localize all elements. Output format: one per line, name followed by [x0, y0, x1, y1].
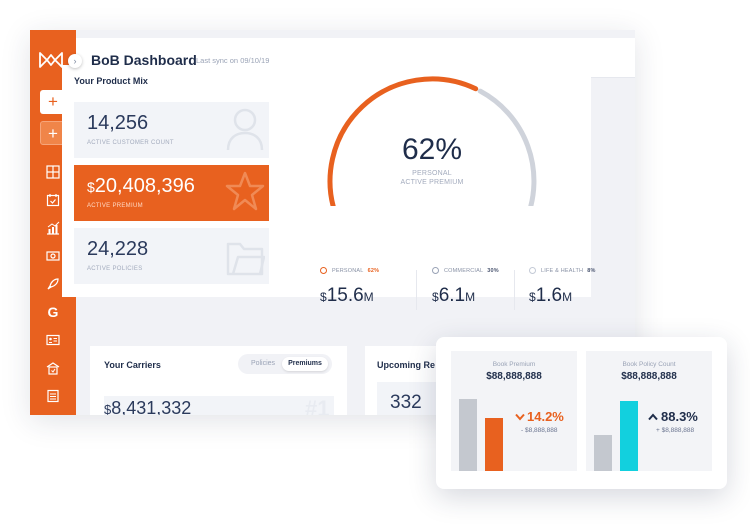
segment-commercial-amount: $6.1M	[432, 285, 476, 306]
chevron-right-icon[interactable]: ›	[68, 54, 82, 68]
active-policies-value: 24,228	[87, 238, 149, 260]
customer-count-label: ACTIVE CUSTOMER COUNT	[87, 140, 174, 146]
carrier-row[interactable]	[104, 396, 334, 415]
personal-dot-icon	[320, 267, 327, 274]
segment-life-health-name: LIFE & HEALTH	[541, 267, 584, 274]
customer-count-value: 14,256	[87, 112, 149, 134]
segment-life-health[interactable]: LIFE & HEALTH 8% $1.6M	[529, 267, 624, 307]
carriers-card: Your Carriers Policies Premiums #1 $8,43…	[90, 346, 347, 415]
active-premium-label: ACTIVE PREMIUM	[87, 203, 143, 209]
page-title: BoB Dashboard	[91, 52, 197, 68]
document-icon[interactable]	[44, 387, 62, 405]
building-icon[interactable]	[44, 359, 62, 377]
carriers-toggle: Policies Premiums	[238, 354, 332, 374]
active-premium-value: $20,408,396	[87, 175, 195, 197]
grid-icon[interactable]	[44, 163, 62, 181]
id-card-icon[interactable]	[44, 331, 62, 349]
gauge-remaining-arc	[477, 88, 537, 206]
chevron-down-icon	[515, 413, 525, 421]
segment-commercial-name: COMMERCIAL	[444, 267, 484, 274]
toggle-policies[interactable]: Policies	[250, 360, 276, 367]
upcoming-value: 332	[390, 392, 422, 413]
rocket-icon[interactable]	[44, 275, 62, 293]
carrier-rank: #1	[305, 396, 330, 415]
star-icon	[225, 171, 265, 211]
customer-count-stat[interactable]: 14,256 ACTIVE CUSTOMER COUNT	[74, 102, 269, 158]
divider	[514, 270, 515, 310]
segment-personal-amount: $15.6M	[320, 285, 374, 306]
premium-change-amount: - $8,888,888	[521, 427, 558, 434]
book-policy-title: Book Policy Count	[622, 361, 676, 368]
policy-change-amount: + $8,888,888	[656, 427, 695, 434]
book-summary-card: Book Premium $88,888,888 14.2% - $8,888,…	[436, 337, 727, 489]
segment-personal-name: PERSONAL	[332, 267, 364, 274]
add-secondary-button[interactable]: +	[40, 121, 66, 145]
segment-life-health-pct: 8%	[587, 267, 596, 274]
carriers-title: Your Carriers	[104, 360, 161, 370]
folder-icon	[226, 242, 265, 276]
product-mix-title: Your Product Mix	[74, 76, 148, 86]
book-policy-panel: Book Policy Count $88,888,888 88.3% + $8…	[586, 351, 712, 471]
toggle-premiums[interactable]: Premiums	[282, 357, 328, 371]
gauge-personal-arc	[327, 76, 479, 206]
chevron-up-icon	[648, 413, 658, 421]
segment-personal[interactable]: PERSONAL 62% $15.6M	[320, 267, 415, 307]
product-mix-card: Your Product Mix 14,256 ACTIVE CUSTOMER …	[62, 65, 595, 310]
premium-bar-current	[485, 418, 503, 471]
google-icon[interactable]: G	[47, 304, 59, 320]
user-icon	[226, 108, 264, 151]
book-premium-value: $88,888,888	[486, 371, 542, 382]
last-sync-text: Last sync on 09/10/19	[196, 56, 270, 65]
gauge-label: PERSONAL ACTIVE PREMIUM	[400, 170, 464, 186]
active-policies-label: ACTIVE POLICIES	[87, 266, 143, 272]
money-icon[interactable]	[44, 247, 62, 265]
book-premium-panel: Book Premium $88,888,888 14.2% - $8,888,…	[451, 351, 577, 471]
active-premium-stat[interactable]: $20,408,396 ACTIVE PREMIUM	[74, 165, 269, 221]
logo-icon	[39, 52, 63, 68]
calendar-check-icon[interactable]	[44, 191, 62, 209]
active-policies-stat[interactable]: 24,228 ACTIVE POLICIES	[74, 228, 269, 284]
segment-commercial[interactable]: COMMERCIAL 30% $6.1M	[432, 267, 527, 307]
book-premium-title: Book Premium	[492, 361, 536, 368]
premium-change: 14.2%	[527, 409, 564, 424]
policy-bar-previous	[594, 435, 612, 471]
premium-gauge	[327, 76, 537, 206]
segment-personal-pct: 62%	[367, 267, 380, 274]
chart-icon[interactable]	[44, 219, 62, 237]
gauge-percent: 62%	[401, 133, 463, 166]
upcoming-title: Upcoming Re	[377, 360, 436, 370]
life-health-dot-icon	[529, 267, 536, 274]
segment-life-health-amount: $1.6M	[529, 285, 573, 306]
book-policy-value: $88,888,888	[621, 371, 677, 382]
policy-change: 88.3%	[661, 409, 698, 424]
divider	[416, 270, 417, 310]
add-button[interactable]: +	[40, 90, 66, 114]
policy-bar-current	[620, 400, 638, 471]
commercial-dot-icon	[432, 267, 439, 274]
carrier-value: $8,431,332	[104, 398, 192, 415]
segment-commercial-pct: 30%	[487, 267, 499, 274]
premium-bar-previous	[459, 399, 477, 471]
